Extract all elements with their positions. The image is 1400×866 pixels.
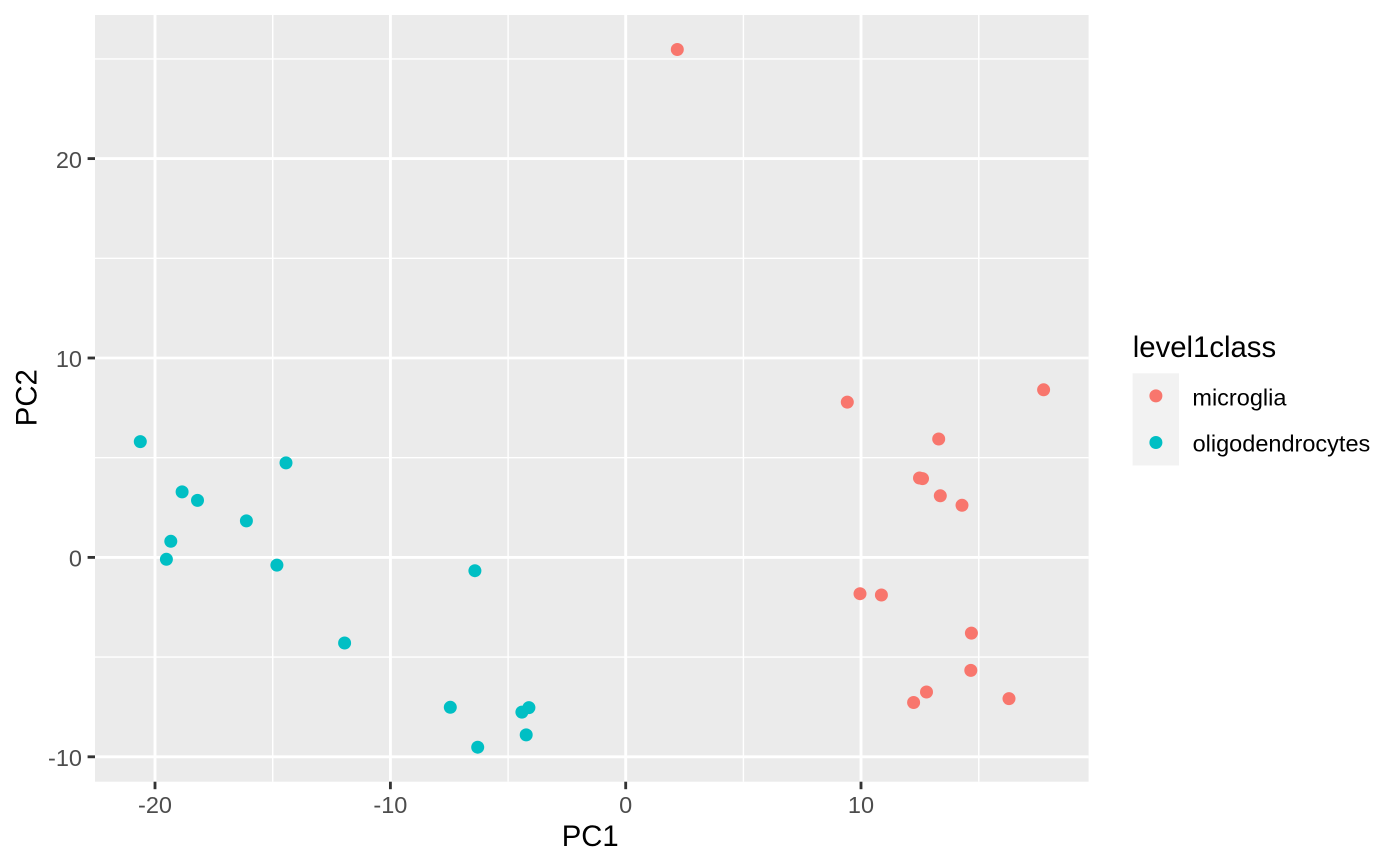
svg-text:microglia: microglia — [1192, 385, 1287, 411]
svg-text:-20: -20 — [138, 792, 172, 818]
svg-text:0: 0 — [619, 792, 632, 818]
svg-text:-10: -10 — [373, 792, 407, 818]
svg-text:oligodendrocytes: oligodendrocytes — [1193, 431, 1371, 457]
svg-text:20: 20 — [56, 147, 82, 173]
svg-text:PC2: PC2 — [10, 369, 43, 426]
svg-text:10: 10 — [56, 346, 82, 372]
svg-text:level1class: level1class — [1133, 331, 1276, 364]
svg-text:10: 10 — [848, 792, 874, 818]
svg-text:-10: -10 — [48, 745, 82, 771]
svg-text:PC1: PC1 — [562, 820, 619, 853]
svg-text:0: 0 — [69, 546, 82, 572]
